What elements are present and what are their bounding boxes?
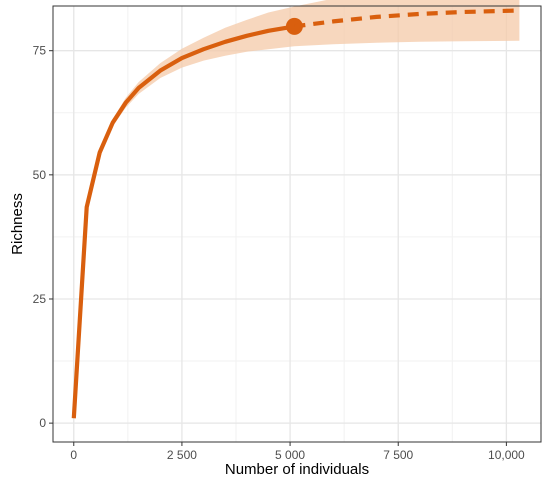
grid-major — [53, 6, 541, 442]
y-tick-label: 0 — [39, 416, 46, 430]
extrapolated-line — [294, 8, 520, 29]
panel-border — [52, 5, 542, 443]
axis-ticks — [49, 50, 507, 446]
y-tick-label: 75 — [33, 44, 47, 58]
x-tick-label: 7 500 — [383, 448, 413, 462]
y-axis-title: Richness — [9, 193, 26, 255]
x-tick-label: 5 000 — [275, 448, 305, 462]
x-axis-title: Number of individuals — [225, 461, 369, 478]
grid-minor — [53, 6, 541, 442]
tick-labels: 0 2 500 5 000 7 500 10,000 0 25 50 75 — [33, 44, 525, 462]
x-tick-label: 10,000 — [488, 448, 525, 462]
y-tick-label: 50 — [33, 168, 47, 182]
y-tick-label: 25 — [33, 292, 47, 306]
interpolated-line — [71, 24, 295, 419]
x-tick-label: 2 500 — [167, 448, 197, 462]
series-layer — [71, 8, 520, 419]
x-tick-label: 0 — [70, 448, 77, 462]
